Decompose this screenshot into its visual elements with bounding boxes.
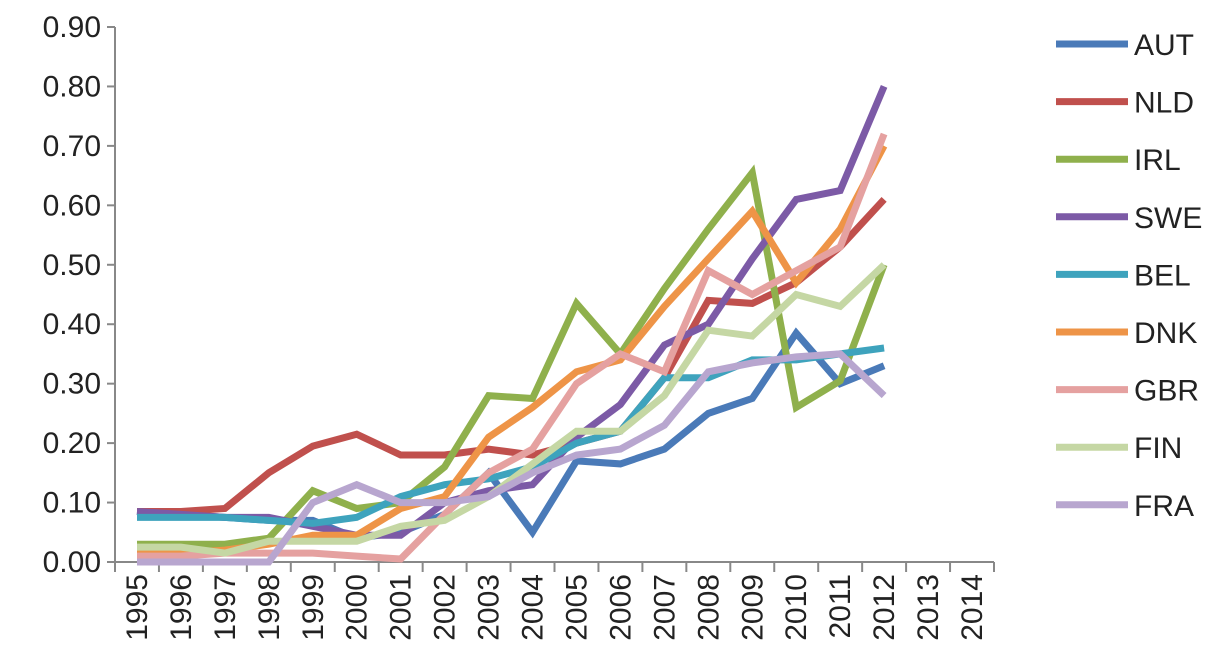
legend-item-dnk: DNK <box>1056 317 1197 350</box>
legend-item-gbr: GBR <box>1056 375 1199 408</box>
series-line-aut <box>136 327 886 542</box>
series-line-fra <box>137 350 887 566</box>
y-tick-label: 0.70 <box>43 130 101 163</box>
x-tick-label: 2010 <box>780 574 813 641</box>
legend-label: NLD <box>1134 87 1194 120</box>
y-axis: 0.00 0.10 0.20 0.30 0.40 0.50 0.60 0.70 0.80 0.90 <box>43 11 116 579</box>
x-tick-label: 2002 <box>429 574 462 641</box>
y-tick-label: 0.30 <box>43 368 101 401</box>
x-tick-label: 2011 <box>824 574 857 639</box>
y-tick-label: 0.00 <box>43 546 101 579</box>
legend-label: SWE <box>1134 202 1202 235</box>
y-tick-label: 0.20 <box>43 427 101 460</box>
x-tick-label: 2000 <box>341 574 374 641</box>
x-tick-label: 1995 <box>121 574 154 641</box>
series-lines <box>136 85 888 566</box>
x-tick-label: 2008 <box>692 574 725 641</box>
x-tick-label: 2001 <box>385 574 418 641</box>
legend-item-swe: SWE <box>1056 202 1202 235</box>
x-tick-label: 2012 <box>868 574 901 641</box>
x-tick-label: 2014 <box>956 574 989 641</box>
y-tick-label: 0.10 <box>43 487 101 520</box>
series-line-swe <box>136 85 888 539</box>
x-tick-label: 1998 <box>253 574 286 641</box>
x-tick-label: 1996 <box>165 574 198 641</box>
y-tick-label: 0.40 <box>43 308 101 341</box>
x-tick-label: 2007 <box>648 574 681 641</box>
series-line-nld <box>137 197 887 515</box>
y-tick-label: 0.90 <box>43 11 101 44</box>
x-tick-label: 2006 <box>604 574 637 641</box>
legend: AUT NLD IRL SWE BEL DNK GBR FIN FRA <box>1056 29 1202 523</box>
x-tick-label: 2013 <box>912 574 945 641</box>
series-line-fin <box>137 262 887 557</box>
legend-item-nld: NLD <box>1056 87 1194 120</box>
legend-label: FIN <box>1134 432 1182 465</box>
y-tick-label: 0.80 <box>43 70 101 103</box>
legend-label: AUT <box>1134 29 1194 62</box>
x-tick-label: 2005 <box>560 574 593 641</box>
x-tick-label: 2009 <box>736 574 769 641</box>
y-tick-label: 0.50 <box>43 249 101 282</box>
series-line-gbr <box>137 132 888 563</box>
x-tick-label: 2004 <box>517 574 550 641</box>
x-tick-label: 1997 <box>209 574 242 641</box>
series-line-irl <box>137 164 888 548</box>
x-tick-label: 2003 <box>473 574 506 641</box>
legend-label: IRL <box>1134 144 1181 177</box>
legend-label: GBR <box>1134 375 1199 408</box>
legend-item-fin: FIN <box>1056 432 1182 465</box>
legend-item-fra: FRA <box>1056 490 1194 523</box>
legend-item-bel: BEL <box>1056 259 1191 292</box>
legend-item-irl: IRL <box>1056 144 1181 177</box>
x-axis: 1995 1996 1997 1998 1999 2000 2001 2002 2003 2004… <box>114 561 995 641</box>
legend-item-aut: AUT <box>1056 29 1194 62</box>
legend-label: BEL <box>1134 259 1191 292</box>
x-tick-label: 1999 <box>297 574 330 641</box>
y-tick-label: 0.60 <box>43 189 101 222</box>
legend-label: DNK <box>1134 317 1197 350</box>
legend-label: FRA <box>1134 490 1194 523</box>
